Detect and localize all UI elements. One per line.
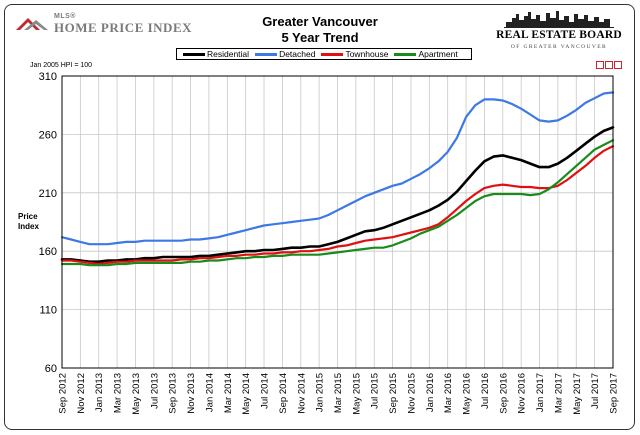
chart-title: Greater Vancouver bbox=[262, 14, 378, 29]
y-tick-label: 60 bbox=[45, 363, 57, 375]
x-tick-label: Sep 2016 bbox=[498, 373, 509, 414]
x-tick-label: Jul 2015 bbox=[370, 373, 381, 409]
x-tick-label: Jul 2017 bbox=[590, 373, 601, 409]
chart-subtitle: 5 Year Trend bbox=[281, 30, 359, 45]
legend-swatch-townhouse bbox=[321, 52, 344, 56]
mls-mark: MLS® bbox=[54, 13, 76, 20]
x-tick-label: May 2016 bbox=[462, 373, 473, 415]
x-tick-label: Mar 2014 bbox=[223, 373, 234, 413]
x-tick-label: Jan 2014 bbox=[204, 373, 215, 412]
y-tick-label: 210 bbox=[39, 188, 57, 200]
x-tick-label: Sep 2012 bbox=[58, 373, 69, 414]
skyline-icon bbox=[504, 11, 614, 28]
x-tick-label: Nov 2015 bbox=[406, 373, 417, 414]
x-tick-label: May 2013 bbox=[131, 373, 142, 415]
x-tick-label: Nov 2012 bbox=[76, 373, 87, 414]
mls-hpi-logo: MLS® Home Price Index bbox=[14, 12, 192, 35]
chart-frame bbox=[4, 4, 635, 430]
series-line-townhouse bbox=[60, 145, 615, 266]
mini-logo-icons bbox=[596, 61, 622, 69]
series-line-apartment bbox=[60, 139, 615, 267]
x-tick-label: Nov 2016 bbox=[517, 373, 528, 414]
hpi-logo-text: Home Price Index bbox=[54, 20, 193, 35]
legend-item-detached: Detached bbox=[255, 49, 315, 59]
y-tick-labels: 60 110 160 210 260 310 bbox=[39, 71, 57, 375]
legend-item-apartment: Apartment bbox=[394, 49, 458, 59]
x-tick-label: Jul 2013 bbox=[149, 373, 160, 409]
x-tick-label: Sep 2014 bbox=[278, 373, 289, 414]
y-tick-label: 110 bbox=[39, 305, 57, 317]
x-tick-label: May 2017 bbox=[572, 373, 583, 415]
x-tick-label: Jan 2015 bbox=[315, 373, 326, 412]
x-tick-label: Sep 2015 bbox=[388, 373, 399, 414]
legend-label-detached: Detached bbox=[279, 49, 316, 59]
grid-lines bbox=[61, 75, 614, 369]
legend-swatch-detached bbox=[255, 52, 278, 56]
x-tick-label: Jul 2014 bbox=[260, 373, 271, 409]
legend-swatch-apartment bbox=[394, 52, 417, 56]
series-lines bbox=[60, 91, 615, 267]
y-axis-label: Price Index bbox=[18, 212, 39, 231]
home-icon bbox=[596, 61, 604, 69]
house-roof-icon bbox=[16, 18, 48, 30]
x-tick-label: May 2014 bbox=[241, 373, 252, 415]
legend-item-townhouse: Townhouse bbox=[321, 49, 388, 59]
legend-label-townhouse: Townhouse bbox=[345, 49, 389, 59]
x-tick-label: Sep 2017 bbox=[609, 373, 620, 414]
legend-label-apartment: Apartment bbox=[418, 49, 458, 59]
board-name: REAL ESTATE BOARD bbox=[496, 29, 622, 41]
legend-item-residential: Residential bbox=[183, 49, 249, 59]
series-line-residential bbox=[60, 126, 615, 264]
x-tick-label: Jul 2016 bbox=[480, 373, 491, 409]
x-tick-label: Nov 2014 bbox=[296, 373, 307, 414]
series-line-detached bbox=[60, 91, 615, 246]
x-tick-label: Mar 2016 bbox=[443, 373, 454, 413]
legend-swatch-residential bbox=[183, 52, 205, 56]
x-tick-label: Sep 2013 bbox=[168, 373, 179, 414]
building-icon bbox=[605, 61, 613, 69]
tower-icon bbox=[614, 61, 622, 69]
hpi-base-note: Jan 2005 HPI = 100 bbox=[30, 62, 93, 69]
board-subtitle: OF GREATER VANCOUVER bbox=[510, 44, 608, 50]
x-tick-label: Nov 2013 bbox=[186, 373, 197, 414]
y-tick-label: 310 bbox=[39, 71, 57, 83]
x-tick-label: Jan 2013 bbox=[94, 373, 105, 412]
x-tick-label: Mar 2017 bbox=[553, 373, 564, 413]
y-tick-label: 160 bbox=[39, 246, 57, 258]
reb-logo: REAL ESTATE BOARD OF GREATER VANCOUVER bbox=[494, 10, 624, 50]
x-tick-label: Jan 2017 bbox=[535, 373, 546, 412]
x-tick-label: May 2015 bbox=[351, 373, 362, 415]
x-tick-label: Mar 2013 bbox=[113, 373, 124, 413]
x-tick-label: Jan 2016 bbox=[425, 373, 436, 412]
chart-legend: Residential Detached Townhouse Apartment bbox=[176, 48, 472, 60]
plot-area-border bbox=[61, 75, 614, 369]
legend-label-residential: Residential bbox=[207, 49, 250, 59]
y-tick-label: 260 bbox=[39, 129, 57, 141]
x-tick-label: Mar 2015 bbox=[333, 373, 344, 413]
x-tick-labels: Sep 2012 Nov 2012 Jan 2013 Mar 2013 May 2013… bbox=[58, 373, 620, 415]
